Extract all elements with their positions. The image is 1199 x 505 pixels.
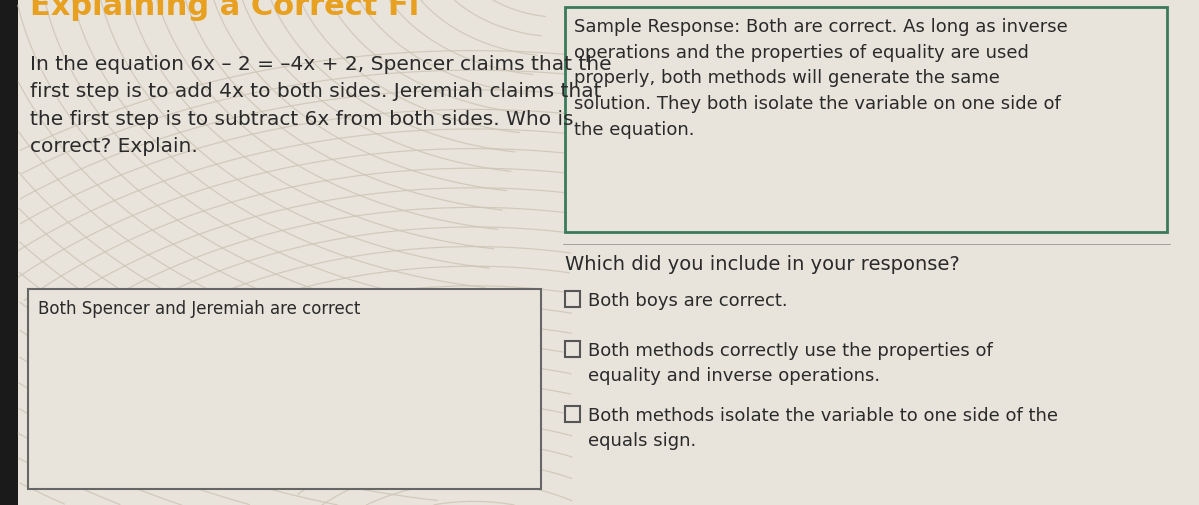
- Text: Explaining a Correct Fi: Explaining a Correct Fi: [30, 0, 418, 21]
- Bar: [565, 291, 580, 308]
- Text: Both Spencer and Jeremiah are correct: Both Spencer and Jeremiah are correct: [37, 299, 360, 317]
- Text: Both methods correctly use the properties of
equality and inverse operations.: Both methods correctly use the propertie…: [589, 341, 993, 384]
- Text: Both methods isolate the variable to one side of the
equals sign.: Both methods isolate the variable to one…: [589, 406, 1059, 449]
- Text: Sample Response: Both are correct. As long as inverse
operations and the propert: Sample Response: Both are correct. As lo…: [574, 18, 1068, 138]
- Bar: [565, 406, 580, 422]
- Bar: [565, 8, 1167, 232]
- Bar: [0, 0, 18, 505]
- Text: In the equation 6x – 2 = –4x + 2, Spencer claims that the
first step is to add 4: In the equation 6x – 2 = –4x + 2, Spence…: [30, 55, 611, 156]
- Bar: [28, 289, 541, 489]
- Text: Which did you include in your response?: Which did you include in your response?: [565, 255, 959, 274]
- Text: Both boys are correct.: Both boys are correct.: [589, 291, 788, 310]
- Bar: [565, 341, 580, 358]
